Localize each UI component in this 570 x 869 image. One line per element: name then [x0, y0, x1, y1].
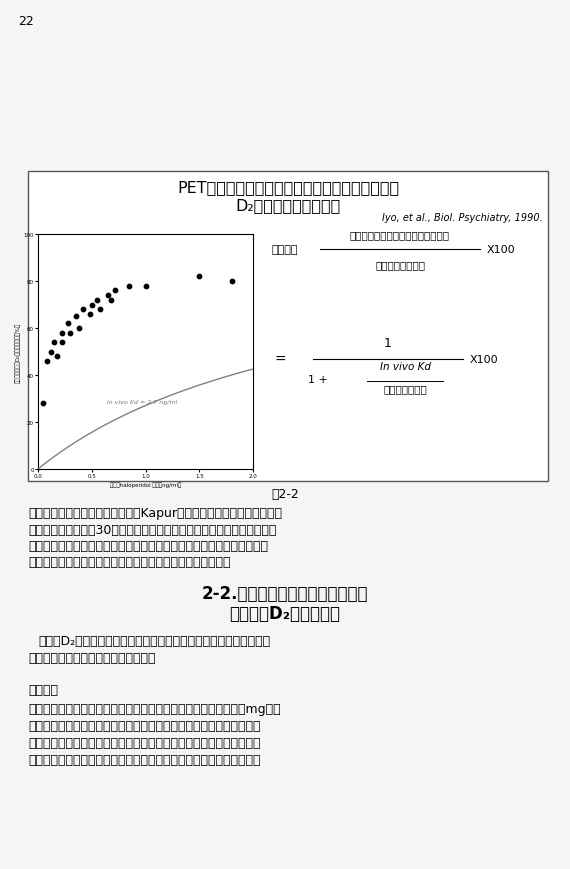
- Point: [125, 280, 134, 294]
- Text: を開始しました。症候学的には宽解に至り、社会機能も回復したわけ: を開始しました。症候学的には宽解に至り、社会機能も回復したわけ: [28, 736, 260, 749]
- Text: です。ただ鑄体外路症状のために抗コリン薬を併用していました。こ: です。ただ鑄体外路症状のために抗コリン薬を併用していました。こ: [28, 753, 260, 766]
- Text: =: =: [275, 353, 287, 367]
- Text: 占拠率＝: 占拠率＝: [272, 245, 299, 255]
- Text: D₂受容体占拠率の相関: D₂受容体占拠率の相関: [235, 198, 341, 213]
- Text: in vivo Kd = 2.7 ng/ml: in vivo Kd = 2.7 ng/ml: [107, 400, 177, 405]
- Text: X100: X100: [470, 355, 499, 365]
- Y-axis label: ハロペリドールD₂受容体占拠率（%）: ハロペリドールD₂受容体占拠率（%）: [15, 322, 21, 382]
- Text: 占拠率は初発か再発か、若年者か高齢者かで異なり、大量投与が必要と: 占拠率は初発か再発か、若年者か高齢者かで異なり、大量投与が必要と: [28, 540, 268, 553]
- X-axis label: 血漿中haloperidol 濃度（ng/ml）: 血漿中haloperidol 濃度（ng/ml）: [110, 481, 181, 487]
- Point: [96, 303, 105, 317]
- Text: 2-2.　ドパミン過感受性精神病と: 2-2. ドパミン過感受性精神病と: [202, 584, 368, 602]
- Text: 1: 1: [384, 336, 392, 349]
- Text: 図2-2: 図2-2: [271, 488, 299, 501]
- Text: 患者たちというのは30代の初発の患者さんたちです。したがって、至適: 患者たちというのは30代の初発の患者さんたちです。したがって、至適: [28, 523, 276, 536]
- Point: [63, 317, 72, 331]
- Point: [57, 335, 66, 349]
- Text: 非服薬時の結合能－内服時の結合能: 非服薬時の結合能－内服時の結合能: [350, 229, 450, 240]
- Text: ここでD₂受容体の密度と精神症状の関係について考えるために症例: ここでD₂受容体の密度と精神症状の関係について考えるために症例: [38, 634, 270, 647]
- Text: ドパミンD₂受容体密度: ドパミンD₂受容体密度: [230, 604, 340, 622]
- Point: [74, 322, 83, 335]
- Text: ㌸歳の男性で、㉢　歳のときに発症して、ハロペリドール６　mgで２: ㌸歳の男性で、㉢ 歳のときに発症して、ハロペリドール６ mgで２: [28, 702, 280, 715]
- Point: [195, 270, 204, 284]
- Text: についてお話しさせていただきます。: についてお話しさせていただきます。: [28, 651, 156, 664]
- Text: PETにより測定したハロペリドール血漿中濃度と: PETにより測定したハロペリドール血漿中濃度と: [177, 180, 399, 195]
- Text: X100: X100: [487, 245, 516, 255]
- Text: 血潏中薬物濃度: 血潏中薬物濃度: [383, 383, 427, 394]
- Text: In vivo Kd: In vivo Kd: [380, 362, 430, 372]
- Text: Iyo, et al., Biol. Psychiatry, 1990.: Iyo, et al., Biol. Psychiatry, 1990.: [382, 213, 543, 222]
- Text: なってしまっている人たちでも異なる可能性があるのです。: なってしまっている人たちでも異なる可能性があるのです。: [28, 556, 230, 569]
- Text: 22: 22: [18, 15, 34, 28]
- Point: [71, 310, 80, 324]
- Point: [57, 327, 66, 341]
- Text: カ月程度で宽解して、専門学校を中退してしまいましたがアルバイト: カ月程度で宽解して、専門学校を中退してしまいましたがアルバイト: [28, 720, 260, 733]
- Point: [46, 345, 55, 359]
- Point: [111, 284, 120, 298]
- Text: 1 +: 1 +: [308, 375, 328, 385]
- Point: [39, 397, 48, 411]
- Point: [87, 298, 96, 312]
- Point: [50, 335, 59, 349]
- Point: [107, 294, 116, 308]
- Text: 非服薬時の結合能: 非服薬時の結合能: [375, 260, 425, 269]
- Text: 鑄体外路症状が出てしまいます。Kapurたちが至適占拠率を調べた対象: 鑄体外路症状が出てしまいます。Kapurたちが至適占拠率を調べた対象: [28, 507, 282, 520]
- Point: [141, 280, 150, 294]
- Point: [103, 289, 112, 302]
- Text: 【症例】: 【症例】: [28, 683, 58, 696]
- Point: [42, 355, 51, 368]
- Point: [227, 275, 236, 289]
- Point: [85, 308, 94, 322]
- Point: [66, 327, 75, 341]
- Bar: [28, 172, 548, 481]
- Point: [53, 350, 62, 364]
- Point: [79, 303, 88, 317]
- Point: [92, 294, 101, 308]
